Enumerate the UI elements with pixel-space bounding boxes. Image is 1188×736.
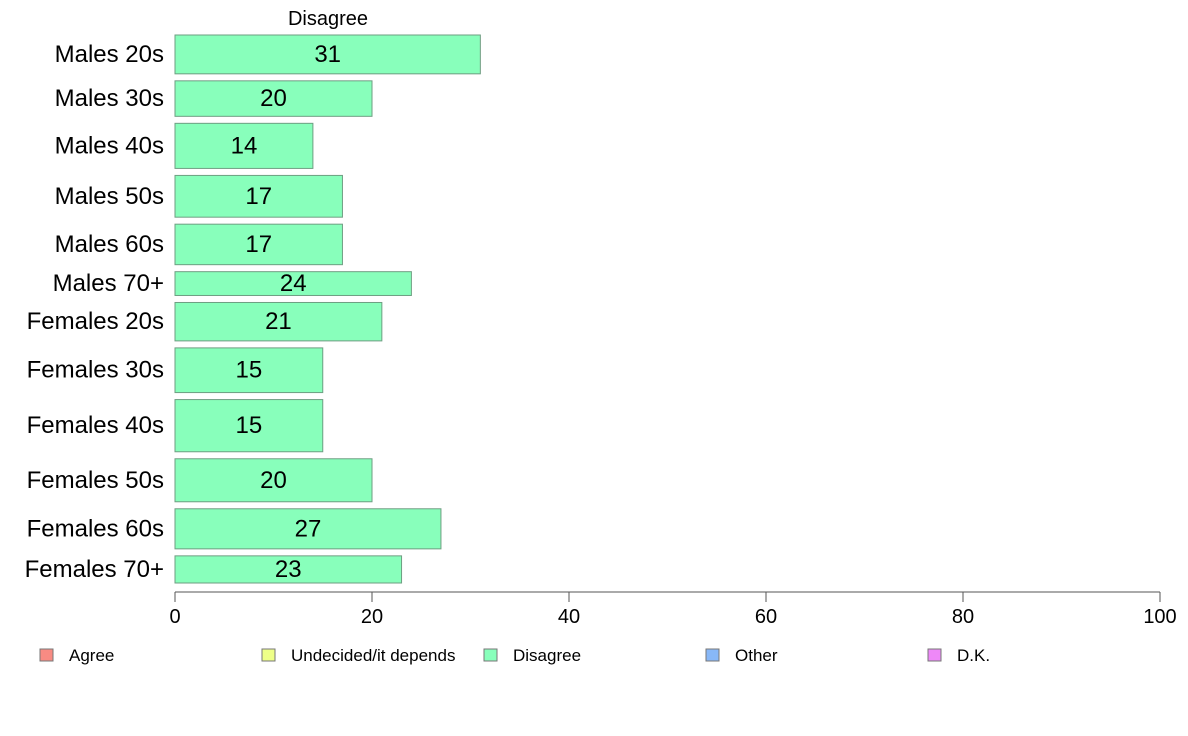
bar — [174, 271, 412, 296]
category-label: Females 70+ — [25, 556, 164, 583]
bar — [174, 80, 373, 117]
x-tick-label: 80 — [952, 606, 974, 628]
category-label: Males 30s — [55, 85, 164, 112]
legend-label: D.K. — [957, 646, 990, 665]
category-label: Males 20s — [55, 41, 164, 68]
category-label: Females 50s — [27, 467, 164, 494]
legend-label: Agree — [69, 646, 114, 665]
legend-swatch — [927, 648, 942, 662]
bar-value-label: 31 — [314, 41, 341, 68]
chart-title: Disagree — [288, 8, 368, 30]
bar — [174, 458, 373, 503]
bar — [174, 555, 403, 584]
bar-value-label: 20 — [260, 85, 287, 112]
bar-value-label: 20 — [260, 467, 287, 494]
category-label: Males 60s — [55, 231, 164, 258]
bar — [174, 399, 324, 453]
bar-value-label: 21 — [265, 308, 292, 335]
legend-swatch — [39, 648, 54, 662]
category-label: Females 30s — [27, 357, 164, 384]
bars-group: 31 Males 20s 20 Males 30s 14 Males 40s 17 Males… — [25, 34, 481, 584]
legend: Agree Undecided/it depends Disagree Other D.… — [39, 646, 990, 665]
bar-value-label: 14 — [231, 132, 258, 159]
bar — [174, 122, 314, 169]
category-label: Females 60s — [27, 515, 164, 542]
x-tick-label: 20 — [361, 606, 383, 628]
legend-swatch — [705, 648, 720, 662]
category-label: Males 70+ — [53, 270, 164, 297]
bar — [174, 301, 383, 342]
x-tick-label: 40 — [558, 606, 580, 628]
x-axis: 0 20 40 60 80 100 — [169, 591, 1177, 628]
x-tick-label: 60 — [755, 606, 777, 628]
legend-label: Undecided/it depends — [291, 646, 455, 665]
category-label: Males 50s — [55, 183, 164, 210]
bar-value-label: 17 — [245, 183, 272, 210]
category-label: Males 40s — [55, 132, 164, 159]
bar — [174, 223, 343, 266]
legend-swatch — [483, 648, 498, 662]
x-tick-label: 0 — [169, 606, 180, 628]
category-label: Females 40s — [27, 412, 164, 439]
bar — [174, 347, 324, 394]
x-tick-label: 100 — [1143, 606, 1176, 628]
legend-label: Other — [735, 646, 778, 665]
legend-swatch — [261, 648, 276, 662]
bar — [174, 34, 481, 75]
bar-value-label: 15 — [236, 412, 263, 439]
bar-value-label: 24 — [280, 270, 307, 297]
bar — [174, 508, 442, 550]
category-label: Females 20s — [27, 308, 164, 335]
legend-label: Disagree — [513, 646, 581, 665]
bar-value-label: 15 — [236, 357, 263, 384]
bar — [174, 174, 343, 218]
bar-value-label: 23 — [275, 556, 302, 583]
bar-value-label: 17 — [245, 231, 272, 258]
bar-value-label: 27 — [295, 515, 322, 542]
